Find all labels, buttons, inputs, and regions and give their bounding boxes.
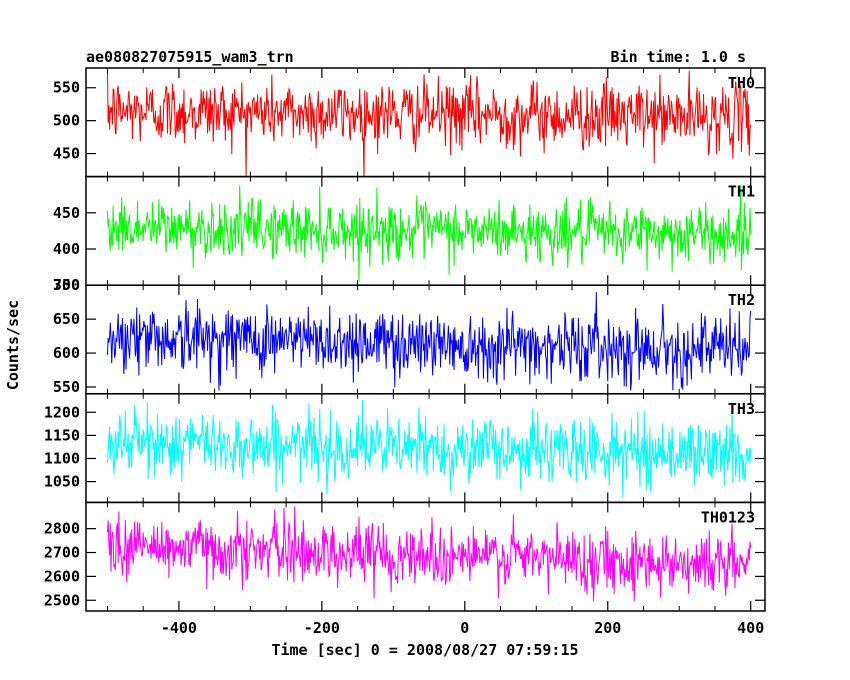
x-axis-label: Time [sec] 0 = 2008/08/27 07:59:15 xyxy=(271,641,578,659)
y-tick-label: 2500 xyxy=(44,591,80,609)
y-tick-label: 700 xyxy=(53,276,80,294)
series-line-th2 xyxy=(106,292,752,391)
panel-th3: 1050 1100 1150 1200 TH3 xyxy=(44,393,766,504)
x-tick-label: 0 xyxy=(460,619,469,637)
panel-th0: 450 500 550 TH0 xyxy=(53,67,766,178)
y-tick-label: 450 xyxy=(53,204,80,222)
x-tick-label: 200 xyxy=(594,619,621,637)
panel-th0123: 2500 2600 2700 2800 TH0123 xyxy=(44,501,766,612)
y-tick-label: 650 xyxy=(53,310,80,328)
y-tick-label: 550 xyxy=(53,378,80,396)
y-tick-label: 1100 xyxy=(44,449,80,467)
y-tick-label: 1150 xyxy=(44,426,80,444)
y-tick-label: 450 xyxy=(53,145,80,163)
y-tick-label: 2600 xyxy=(44,567,80,585)
panel-label: TH0 xyxy=(728,74,755,92)
series-line-th0123 xyxy=(106,506,752,602)
y-axis-label: Counts/sec xyxy=(4,300,22,390)
panel-th1: 350 400 450 TH1 xyxy=(53,175,766,294)
y-tick-label: 1200 xyxy=(44,403,80,421)
panel-label: TH3 xyxy=(728,400,755,418)
panel-label: TH2 xyxy=(728,291,755,309)
y-tick-label: 350 xyxy=(53,276,80,294)
panel-label: TH1 xyxy=(728,183,755,201)
y-tick-label: 550 xyxy=(53,79,80,97)
panel-th2: 550 600 650 700 TH2 xyxy=(53,276,766,396)
x-tick-label: -400 xyxy=(161,619,197,637)
bin-time-label: Bin time: 1.0 s xyxy=(611,48,746,66)
y-tick-label: 400 xyxy=(53,240,80,258)
panel-frame xyxy=(85,501,766,612)
y-tick-label: 1050 xyxy=(44,473,80,491)
series-line-th1 xyxy=(106,184,752,282)
series-line-th0 xyxy=(106,68,752,177)
panel-label: TH0123 xyxy=(701,508,755,526)
y-tick-label: 600 xyxy=(53,344,80,362)
series-line-th3 xyxy=(106,400,752,498)
y-tick-label: 2700 xyxy=(44,544,80,562)
y-tick-label: 500 xyxy=(53,112,80,130)
y-tick-label: 2800 xyxy=(44,520,80,538)
x-tick-label: 400 xyxy=(737,619,764,637)
panels-group: 450 500 550 TH0 350 400 450 TH1 550 600 650 700 TH2 1… xyxy=(44,67,766,637)
chart-title: ae080827075915_wam3_trn xyxy=(86,48,294,66)
x-tick-label: -200 xyxy=(304,619,340,637)
